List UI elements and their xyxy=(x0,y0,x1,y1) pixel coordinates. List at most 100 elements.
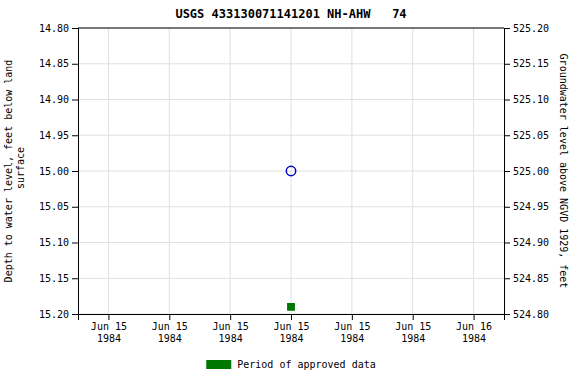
y-tick-label: 15.05 xyxy=(39,201,69,212)
y-tick-mark xyxy=(72,207,78,208)
x-tick-label-line: Jun 15 xyxy=(395,321,431,332)
y2-tick-mark xyxy=(504,278,510,279)
x-tick-label-line: Jun 15 xyxy=(213,321,249,332)
frame-top xyxy=(78,28,504,29)
x-tick-mark xyxy=(413,314,414,320)
x-tick-label: Jun 151984 xyxy=(152,321,188,344)
y-tick-label: 15.20 xyxy=(39,309,69,320)
x-tick-label-line: Jun 15 xyxy=(273,321,309,332)
y-axis-line xyxy=(72,29,79,315)
y-axis: 14.80 14.85 14.90 14.95 15.00 15.05 15.10 15.15… xyxy=(39,23,79,320)
y-tick-mark xyxy=(72,278,78,279)
x-tick: Jun 161984 xyxy=(456,314,492,344)
y2-tick-label: 525.05 xyxy=(513,130,549,141)
y-tick: 15.10 xyxy=(39,237,78,248)
x-tick-label: Jun 161984 xyxy=(456,321,492,344)
y2-tick-label: 525.20 xyxy=(513,23,549,34)
y2-tick-mark xyxy=(504,28,510,29)
y-tick-label: 14.90 xyxy=(39,94,69,105)
y-tick: 15.05 xyxy=(39,201,78,212)
y-tick: 14.80 xyxy=(39,23,78,34)
y2-tick: 524.95 xyxy=(504,201,549,212)
y-tick-mark xyxy=(72,100,78,101)
x-tick-mark xyxy=(230,314,231,320)
x-tick-label-line: 1984 xyxy=(401,333,425,344)
x-tick-mark xyxy=(474,314,475,320)
grid xyxy=(78,28,504,314)
y2-tick-label: 524.80 xyxy=(513,309,549,320)
y-tick: 14.85 xyxy=(39,58,78,69)
grid-line xyxy=(351,28,352,314)
x-tick: Jun 151984 xyxy=(273,314,309,344)
x-tick-label: Jun 151984 xyxy=(91,321,127,344)
title: USGS 433130071141201 NH-AHW 74 xyxy=(175,7,406,21)
x-tick-label-line: Jun 15 xyxy=(91,321,127,332)
x-tick-label-line: 1984 xyxy=(158,333,182,344)
y2-tick-label: 524.85 xyxy=(513,273,549,284)
legend: Period of approved data xyxy=(206,359,375,370)
grid-line xyxy=(291,28,292,314)
square-point xyxy=(288,304,294,310)
x-tick: Jun 151984 xyxy=(152,314,188,344)
y2-tick: 524.85 xyxy=(504,273,549,284)
x-tick-label: Jun 151984 xyxy=(273,321,309,344)
y2-tick-mark xyxy=(504,314,510,315)
grid-line xyxy=(108,28,109,314)
y-tick-mark xyxy=(72,135,78,136)
y-axis-title: Depth to water level, feet below land su… xyxy=(3,60,26,283)
x-tick-mark xyxy=(108,314,109,320)
x-tick-label-line: 1984 xyxy=(340,333,364,344)
grid-line xyxy=(412,28,413,314)
y2-tick-mark xyxy=(504,135,510,136)
x-tick: Jun 151984 xyxy=(213,314,249,344)
x-tick-label: Jun 151984 xyxy=(395,321,431,344)
grid-line xyxy=(230,28,231,314)
y-tick: 14.95 xyxy=(39,130,78,141)
plot: Jun 151984Jun 151984Jun 151984Jun 151984… xyxy=(3,23,569,344)
y2-tick-label: 524.95 xyxy=(513,201,549,212)
y2-axis-title: Groundwater level above NGVD 1929, feet xyxy=(558,54,569,289)
y-tick-mark xyxy=(72,171,78,172)
x-tick-label-line: 1984 xyxy=(279,333,303,344)
y2-tick: 525.10 xyxy=(504,94,549,105)
legend-label: Period of approved data xyxy=(237,359,375,370)
x-tick-label: Jun 151984 xyxy=(334,321,370,344)
y2-tick: 525.00 xyxy=(504,166,549,177)
x-tick-label: Jun 151984 xyxy=(213,321,249,344)
x-tick-label-line: 1984 xyxy=(97,333,121,344)
y-tick-mark xyxy=(72,243,78,244)
y-tick-mark xyxy=(72,314,78,315)
x-tick-mark xyxy=(169,314,170,320)
x-tick-label-line: Jun 15 xyxy=(334,321,370,332)
x-tick-mark xyxy=(291,314,292,320)
y2-tick-label: 525.00 xyxy=(513,166,549,177)
y2-axis: 524.80 524.85 524.90 524.95 525.00 525.05 525.… xyxy=(504,23,549,320)
legend-item: Period of approved data xyxy=(206,359,375,370)
series xyxy=(286,166,295,175)
y2-tick-mark xyxy=(504,64,510,65)
y2-tick-label: 525.10 xyxy=(513,94,549,105)
grid-line xyxy=(169,28,170,314)
y2-tick: 524.90 xyxy=(504,237,549,248)
y2-tick: 524.80 xyxy=(504,309,549,320)
circle-point xyxy=(286,166,295,175)
y-tick: 15.00 xyxy=(39,166,78,177)
y-tick-mark xyxy=(72,28,78,29)
y-axis-title-line: Depth to water level, feet below land xyxy=(3,60,14,283)
y-tick-label: 14.85 xyxy=(39,58,69,69)
y-tick-mark xyxy=(72,64,78,65)
y2-tick: 525.15 xyxy=(504,58,549,69)
y2-axis-line xyxy=(505,29,511,315)
grid-line xyxy=(473,28,474,314)
series xyxy=(288,304,294,310)
y2-tick-mark xyxy=(504,207,510,208)
y-tick: 15.20 xyxy=(39,309,78,320)
x-tick-label-line: Jun 15 xyxy=(152,321,188,332)
y-tick-label: 14.80 xyxy=(39,23,69,34)
y-tick: 15.15 xyxy=(39,273,78,284)
y-tick-label: 15.00 xyxy=(39,166,69,177)
x-axis: Jun 151984Jun 151984Jun 151984Jun 151984… xyxy=(79,314,505,344)
marks xyxy=(286,166,295,310)
x-tick-label-line: 1984 xyxy=(219,333,243,344)
y2-tick-label: 525.15 xyxy=(513,58,549,69)
